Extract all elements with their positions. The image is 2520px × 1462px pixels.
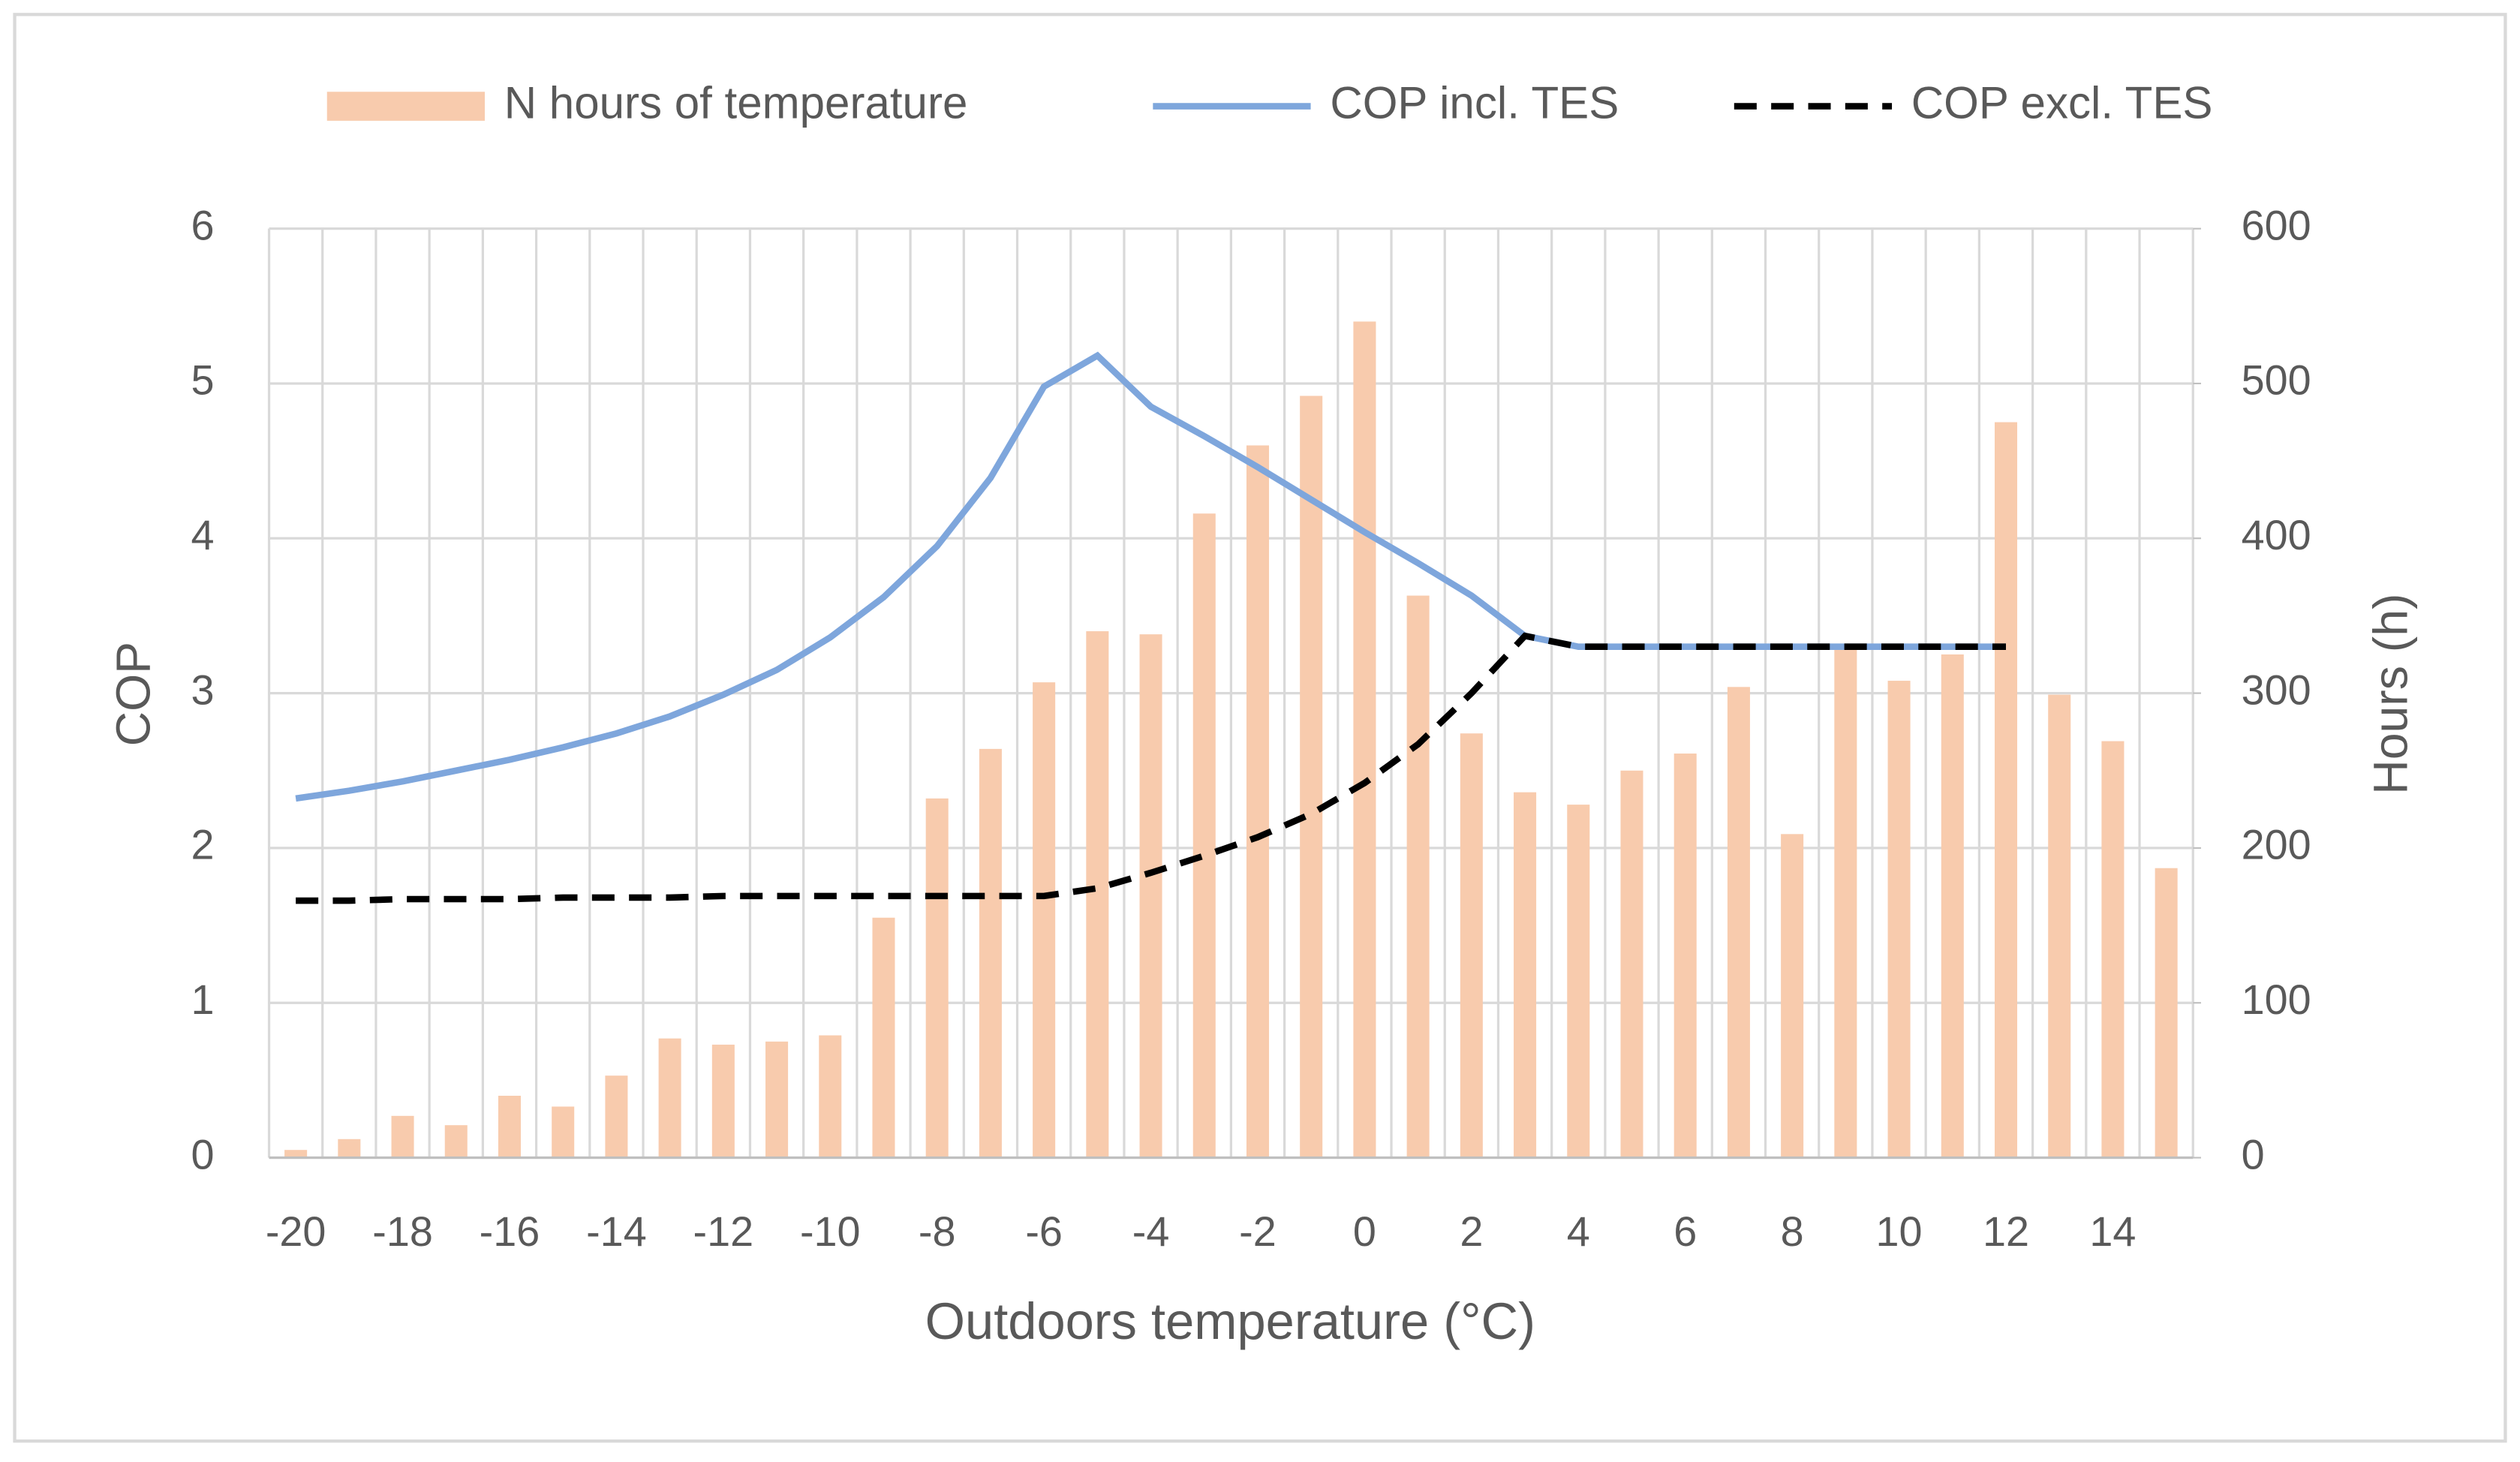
bar bbox=[1353, 321, 1376, 1158]
x-axis-label: Outdoors temperature (°C) bbox=[925, 1292, 1535, 1350]
bar bbox=[1246, 445, 1270, 1158]
x-tick-label: 6 bbox=[1673, 1208, 1697, 1255]
y2-axis-label: Hours (h) bbox=[2363, 594, 2417, 795]
line bbox=[296, 632, 2006, 904]
bar bbox=[1727, 687, 1750, 1158]
bar bbox=[872, 917, 895, 1158]
bar bbox=[925, 798, 949, 1158]
y2-tick-label: 300 bbox=[2242, 666, 2311, 713]
legend-label: N hours of temperature bbox=[504, 77, 968, 128]
bar bbox=[498, 1095, 522, 1158]
bar bbox=[1139, 634, 1162, 1158]
bar bbox=[2155, 868, 2178, 1158]
bar bbox=[1941, 654, 1964, 1158]
bar bbox=[1406, 595, 1430, 1158]
x-tick-label: -14 bbox=[586, 1208, 647, 1255]
x-tick-label: -16 bbox=[480, 1208, 540, 1255]
y2-tick-label: 600 bbox=[2242, 202, 2311, 248]
y2-tick-label: 0 bbox=[2242, 1131, 2265, 1178]
bar bbox=[1673, 754, 1697, 1158]
bar bbox=[1086, 631, 1109, 1158]
bar bbox=[1192, 513, 1216, 1158]
bar bbox=[1033, 682, 1056, 1158]
bar bbox=[605, 1075, 628, 1158]
y-tick-label: 2 bbox=[191, 822, 215, 868]
x-tick-label: -6 bbox=[1025, 1208, 1063, 1255]
legend-label: COP incl. TES bbox=[1330, 77, 1619, 128]
x-tick-label: 4 bbox=[1567, 1208, 1590, 1255]
bar bbox=[2101, 741, 2125, 1158]
x-tick-label: -8 bbox=[919, 1208, 956, 1255]
line bbox=[295, 351, 2006, 802]
y-tick-label: 0 bbox=[191, 1131, 215, 1178]
y-tick-label: 4 bbox=[191, 512, 215, 558]
x-tick-label: -20 bbox=[266, 1208, 326, 1255]
bar bbox=[765, 1041, 789, 1158]
legend-swatch bbox=[326, 92, 486, 121]
x-tick-label: -18 bbox=[372, 1208, 433, 1255]
x-tick-label: -12 bbox=[693, 1208, 754, 1255]
y-tick-label: 5 bbox=[191, 357, 215, 404]
legend-label: COP excl. TES bbox=[1911, 77, 2213, 128]
y2-tick-label: 500 bbox=[2242, 357, 2311, 404]
x-tick-label: 12 bbox=[1983, 1208, 2029, 1255]
bar bbox=[1300, 396, 1323, 1158]
bar bbox=[1834, 646, 1857, 1158]
bar bbox=[819, 1035, 842, 1158]
x-tick-label: -2 bbox=[1239, 1208, 1277, 1255]
y2-tick-label: 100 bbox=[2242, 976, 2311, 1023]
bar bbox=[338, 1139, 361, 1158]
bar bbox=[1887, 681, 1911, 1158]
y2-tick-label: 400 bbox=[2242, 512, 2311, 558]
x-tick-label: 10 bbox=[1876, 1208, 1923, 1255]
bar bbox=[391, 1115, 414, 1158]
bar bbox=[979, 748, 1002, 1158]
bar bbox=[1620, 770, 1643, 1158]
y-tick-label: 6 bbox=[191, 202, 215, 248]
bar bbox=[658, 1038, 681, 1158]
bar bbox=[1567, 805, 1590, 1158]
bar bbox=[1514, 792, 1537, 1158]
y-tick-label: 1 bbox=[191, 976, 215, 1023]
x-tick-label: 0 bbox=[1353, 1208, 1376, 1255]
x-tick-label: 2 bbox=[1460, 1208, 1483, 1255]
x-tick-label: 8 bbox=[1781, 1208, 1804, 1255]
bar bbox=[444, 1125, 468, 1158]
bar bbox=[711, 1044, 735, 1158]
y2-tick-label: 200 bbox=[2242, 822, 2311, 868]
x-tick-label: -10 bbox=[800, 1208, 861, 1255]
bar bbox=[1994, 422, 2018, 1158]
y-tick-label: 3 bbox=[191, 666, 215, 713]
bar bbox=[552, 1106, 575, 1158]
x-tick-label: 14 bbox=[2089, 1208, 2136, 1255]
bar bbox=[1781, 834, 1804, 1158]
y-axis-label: COP bbox=[107, 642, 161, 746]
bar bbox=[1460, 733, 1483, 1158]
bar bbox=[2048, 694, 2071, 1158]
x-tick-label: -4 bbox=[1132, 1208, 1170, 1255]
bar bbox=[284, 1150, 308, 1158]
